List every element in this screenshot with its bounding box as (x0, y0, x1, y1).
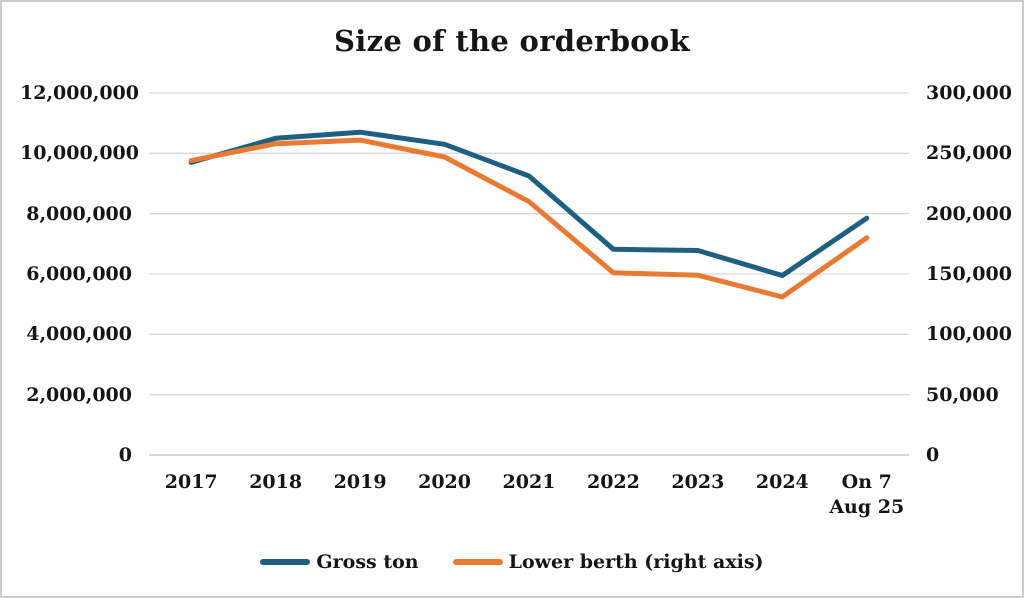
x-axis-tick-label: 2019 (333, 471, 387, 493)
legend: Gross ton Lower berth (right axis) (2, 549, 1022, 575)
y-axis-left-tick-label: 12,000,000 (20, 82, 139, 104)
y-axis-right-tick-label: 300,000 (926, 82, 1012, 104)
series-line-lower-berth-right-axis (188, 137, 870, 300)
legend-label-gross-ton: Gross ton (316, 551, 419, 573)
y-axis-right-tick-label: 100,000 (926, 323, 1012, 346)
y-axis-right-tick-label: 200,000 (926, 202, 1012, 225)
legend-item-lower-berth: Lower berth (right axis) (452, 549, 764, 575)
x-axis-tick-label: 2018 (249, 471, 303, 493)
y-axis-left-tick-label: 8,000,000 (26, 202, 132, 225)
legend-swatch-lower-berth (452, 559, 503, 565)
legend-label-lower-berth: Lower berth (right axis) (508, 551, 764, 573)
x-axis-tick-label: On 7 Aug 25 (829, 471, 905, 518)
x-axis-tick-label: 2021 (502, 471, 556, 493)
y-axis-right-tick-label: 250,000 (926, 142, 1012, 165)
series-line-gross-ton (188, 129, 870, 278)
x-axis-tick-label: 2022 (586, 471, 640, 493)
x-axis-tick-label: 2020 (418, 471, 471, 493)
y-axis-left-tick-label: 2,000,000 (26, 383, 132, 406)
legend-item-gross-ton: Gross ton (260, 549, 419, 575)
x-axis-tick-label: 2024 (755, 471, 809, 493)
x-axis-tick-label: 2023 (671, 471, 725, 493)
y-axis-left-tick-label: 4,000,000 (26, 323, 132, 346)
y-axis-right-tick-label: 0 (926, 444, 940, 466)
y-axis-right-tick-label: 150,000 (926, 263, 1012, 285)
x-axis-tick-label: 2017 (164, 471, 218, 493)
chart-title: Size of the orderbook (334, 24, 690, 58)
y-axis-right-tick-label: 50,000 (926, 383, 999, 406)
y-axis-left-tick-label: 0 (118, 444, 132, 466)
y-axis-left-tick-label: 6,000,000 (26, 263, 132, 285)
legend-swatch-gross-ton (260, 559, 311, 565)
y-axis-left-tick-label: 10,000,000 (20, 142, 139, 165)
